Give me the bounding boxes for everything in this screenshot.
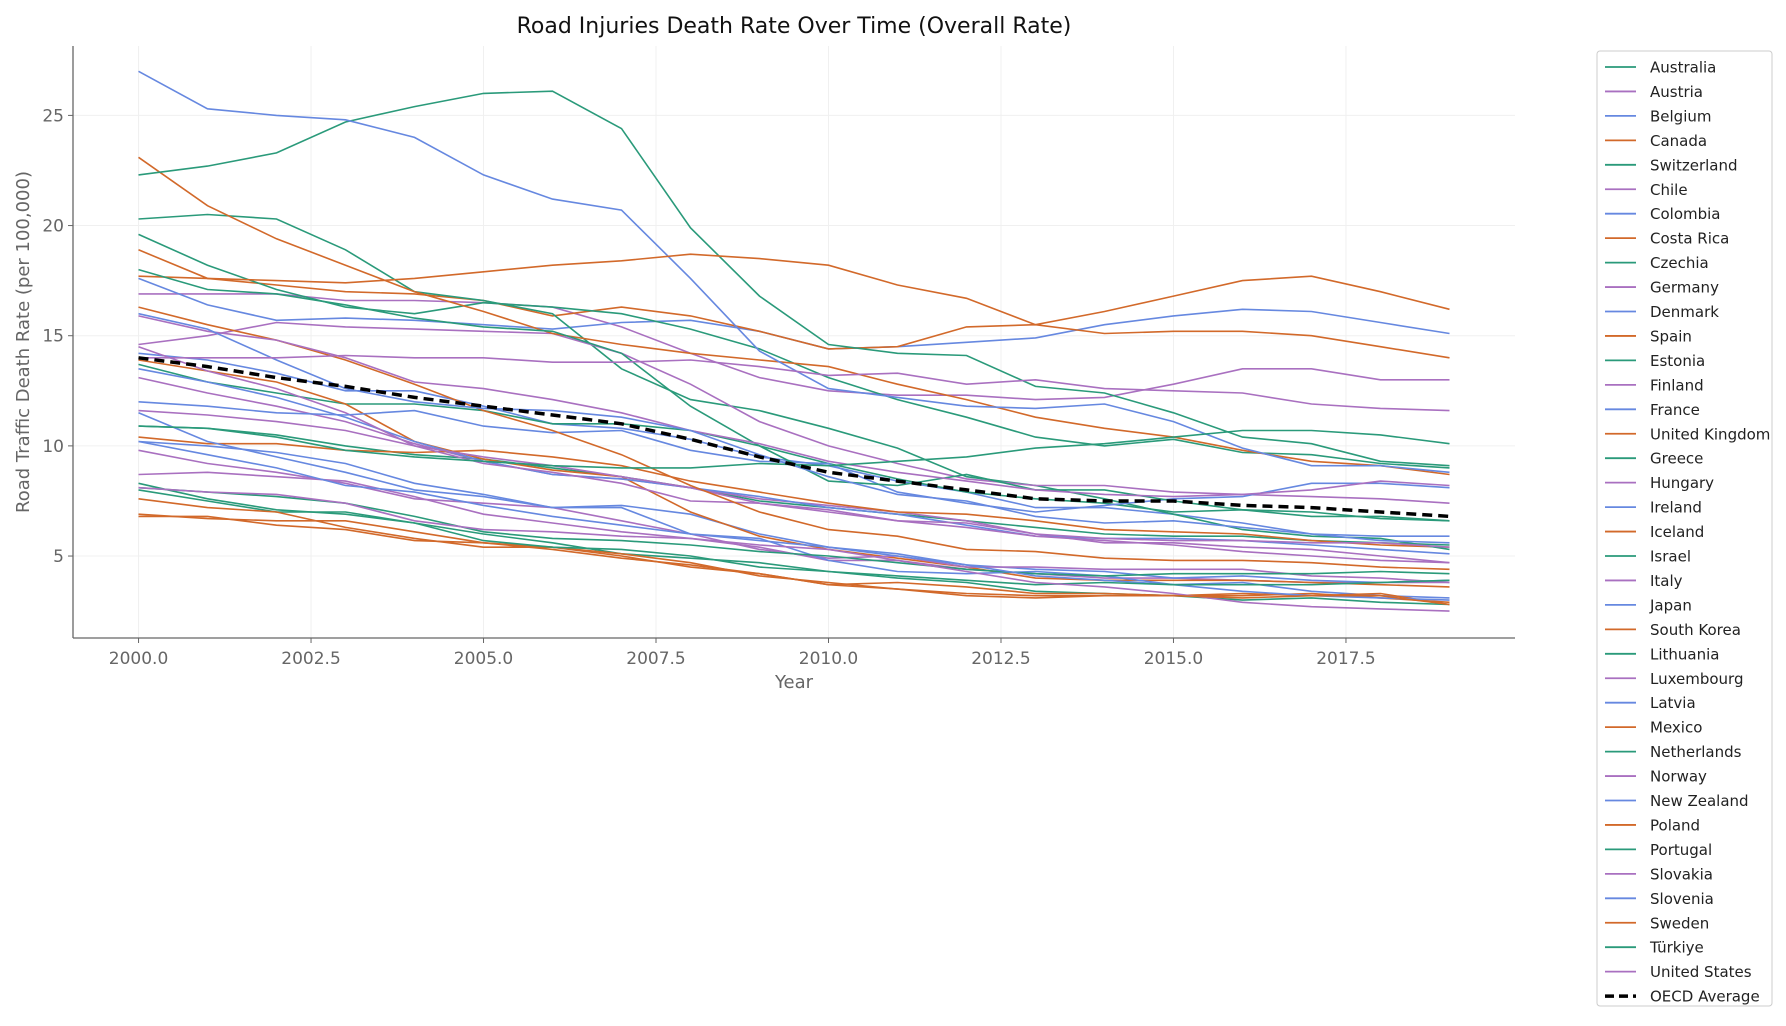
series-line-estonia <box>138 213 1450 551</box>
legend-label: Estonia <box>1650 352 1705 370</box>
legend-label: France <box>1650 401 1700 419</box>
series-line-czechia <box>138 363 1450 522</box>
legend-label: Germany <box>1650 279 1719 297</box>
legend-label: Lithuania <box>1650 645 1719 663</box>
legend-label: Latvia <box>1650 694 1696 712</box>
legend-label: United States <box>1650 963 1752 981</box>
legend: Australia Austria Belgium Canada Switzerland… <box>1596 50 1773 1007</box>
series-line-germany <box>138 471 1450 584</box>
series-line-slovenia <box>138 312 1450 544</box>
legend-label: Sweden <box>1650 914 1709 932</box>
x-tick-label: 2007.5 <box>626 649 685 669</box>
series-line-netherlands <box>138 482 1450 586</box>
y-axis-label: Road Traffic Death Rate (per 100,000) <box>13 171 34 513</box>
series-line-japan <box>138 440 1450 601</box>
legend-label: Canada <box>1650 132 1707 150</box>
x-tick-label: 2000.0 <box>109 649 168 669</box>
legend-label: Greece <box>1650 450 1703 468</box>
legend-label: New Zealand <box>1650 792 1749 810</box>
series-line-oecd-average <box>138 356 1450 519</box>
legend-label: Chile <box>1650 181 1688 199</box>
series-line-israel <box>138 486 1450 577</box>
series-line-slovakia <box>138 315 1450 498</box>
series-line-denmark <box>138 440 1450 584</box>
series-line-united-kingdom <box>138 513 1450 604</box>
legend-label: Japan <box>1649 596 1692 614</box>
legend-label: Costa Rica <box>1650 230 1729 248</box>
y-tick-label: 15 <box>42 327 64 347</box>
legend-label: Portugal <box>1650 841 1712 859</box>
series-line-united-states <box>138 354 1450 412</box>
series-line-poland <box>138 306 1450 571</box>
legend-label: Italy <box>1650 572 1683 590</box>
series-line-switzerland <box>138 489 1450 606</box>
series-line-ireland <box>138 412 1450 599</box>
grid <box>73 46 1515 638</box>
series-line-australia <box>138 425 1450 546</box>
legend-label: Colombia <box>1650 205 1721 223</box>
y-tick-label: 20 <box>42 217 64 237</box>
legend-label: Luxembourg <box>1650 670 1744 688</box>
legend-label: Mexico <box>1650 719 1702 737</box>
legend-label: United Kingdom <box>1650 425 1770 443</box>
legend-label: Finland <box>1650 376 1704 394</box>
x-tick-label: 2012.5 <box>971 649 1030 669</box>
legend-label: Hungary <box>1650 474 1714 492</box>
series-line-mexico <box>138 249 1450 326</box>
legend-label: South Korea <box>1650 621 1741 639</box>
chart-title: Road Injuries Death Rate Over Time (Over… <box>517 14 1072 39</box>
y-tick-label: 25 <box>42 106 64 126</box>
legend-label: Iceland <box>1650 523 1704 541</box>
x-tick-label: 2017.5 <box>1316 649 1375 669</box>
x-tick-label: 2002.5 <box>281 649 340 669</box>
legend-label: Belgium <box>1650 107 1712 125</box>
legend-label: Australia <box>1650 59 1716 77</box>
series-line-italy <box>138 409 1450 548</box>
series-line-new-zealand <box>138 401 1450 513</box>
ticks: 2000.0 2002.5 2005.0 2007.5 2010.0 2012.5 2015… <box>42 106 1375 669</box>
legend-label: Norway <box>1650 768 1707 786</box>
series-line-luxembourg <box>138 345 1450 564</box>
series-line-latvia <box>138 70 1450 474</box>
legend-label: Denmark <box>1650 303 1719 321</box>
legend-label: Ireland <box>1650 499 1702 517</box>
legend-label: Slovakia <box>1650 865 1713 883</box>
legend-label: Netherlands <box>1650 743 1742 761</box>
legend-label: Czechia <box>1650 254 1709 272</box>
series-line-costa-rica <box>138 275 1450 359</box>
legend-label: Spain <box>1650 327 1692 345</box>
series-line-hungary <box>138 321 1450 504</box>
y-tick-label: 10 <box>42 437 64 457</box>
legend-label: Switzerland <box>1650 156 1738 174</box>
legend-label: Poland <box>1650 816 1700 834</box>
y-tick-label: 5 <box>53 547 64 567</box>
series-line-greece <box>138 233 1450 469</box>
x-tick-label: 2005.0 <box>454 649 513 669</box>
series-line-sweden <box>138 515 1450 606</box>
legend-label: Türkiye <box>1649 939 1704 957</box>
legend-label: Austria <box>1650 83 1703 101</box>
series-line-chile <box>138 293 1450 401</box>
series-line-south-korea <box>138 156 1450 476</box>
legend-label: Slovenia <box>1650 890 1714 908</box>
x-axis-label: Year <box>774 672 814 693</box>
series-line-spain <box>138 359 1450 588</box>
x-tick-label: 2015.0 <box>1144 649 1203 669</box>
legend-box <box>1596 50 1773 1007</box>
series-line-lithuania <box>138 90 1450 467</box>
series-line-colombia <box>138 277 1450 350</box>
series-line-norway <box>138 486 1450 612</box>
series-lines <box>138 70 1450 612</box>
x-tick-label: 2010.0 <box>799 649 858 669</box>
legend-label: Israel <box>1650 548 1691 566</box>
legend-label: OECD Average <box>1650 988 1760 1006</box>
